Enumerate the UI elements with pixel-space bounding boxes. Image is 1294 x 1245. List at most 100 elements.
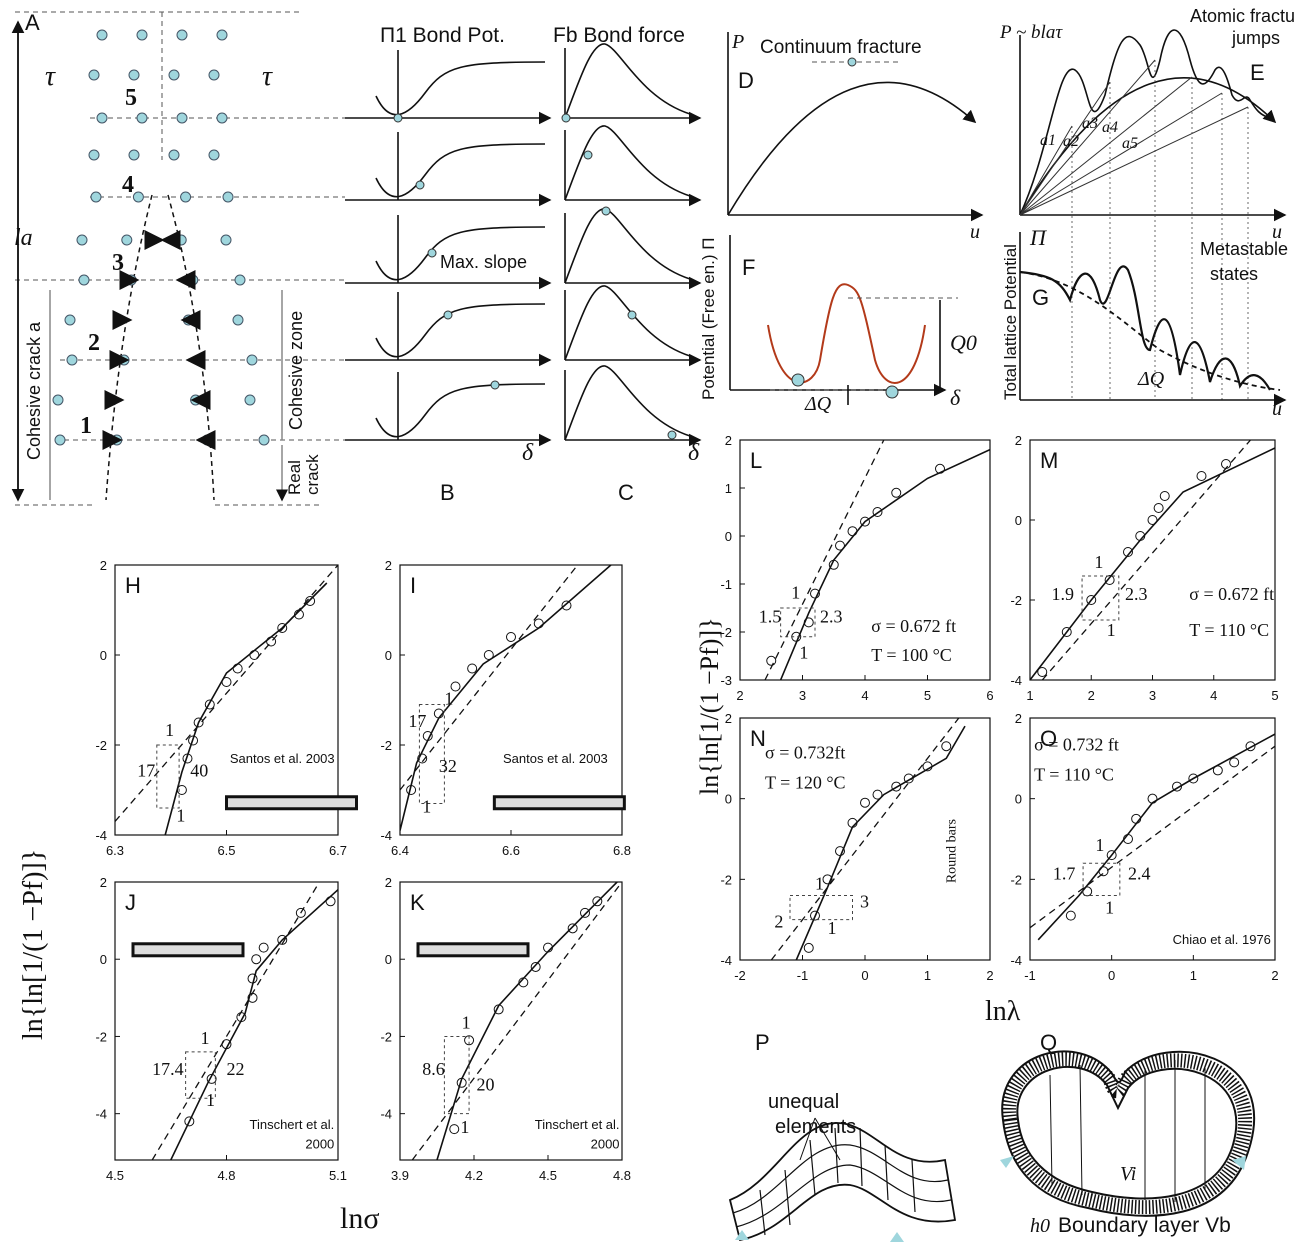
data-point — [206, 1073, 217, 1084]
x-tick-label: 3 — [1149, 688, 1156, 703]
atom — [667, 430, 677, 440]
atom — [232, 314, 244, 326]
data-point — [1172, 781, 1182, 792]
axes — [345, 215, 550, 283]
y-tick-label: -2 — [380, 738, 392, 753]
force-curve — [564, 43, 691, 119]
panel-label: C — [618, 480, 634, 505]
data-point — [891, 487, 902, 498]
x-tick-label: 1 — [1190, 968, 1197, 983]
a-label: a4 — [1102, 119, 1118, 136]
atom — [54, 434, 66, 446]
panel-title: Π1 Bond Pot. — [380, 24, 505, 47]
y-tick-label: 2 — [100, 875, 107, 890]
panel-label: P — [755, 1030, 770, 1055]
data-point — [1135, 531, 1146, 541]
slope-box — [156, 744, 180, 809]
annotation: 2.3 — [1125, 584, 1148, 604]
y-tick-label: 0 — [1015, 513, 1022, 528]
atom — [561, 113, 571, 123]
data-point — [506, 632, 516, 642]
note: states — [1210, 264, 1258, 284]
atom — [234, 274, 246, 286]
panel-label: Q — [1040, 1030, 1057, 1055]
axis-label: Potential (Free en.) Π — [699, 237, 718, 400]
data-point — [935, 463, 945, 474]
annotation: 40 — [190, 761, 208, 781]
x-tick-label: 5 — [1271, 688, 1278, 703]
axes — [1019, 35, 1285, 215]
data-point — [1147, 515, 1158, 525]
x-tick-label: 6.4 — [391, 843, 409, 858]
plot-frame — [1029, 439, 1276, 681]
axes — [1019, 232, 1285, 400]
data-point — [903, 773, 914, 784]
annotation: 22 — [227, 1059, 245, 1079]
potential-curve — [375, 383, 546, 438]
atom — [168, 69, 180, 81]
y-tick-label: 2 — [1015, 433, 1022, 448]
slope-box — [1082, 862, 1121, 896]
data-point — [232, 663, 243, 674]
a-label: a2 — [1063, 133, 1079, 150]
atom — [885, 385, 899, 399]
data-point — [188, 735, 199, 746]
data-point — [266, 636, 277, 647]
axis-label: u — [970, 221, 980, 243]
data-point — [860, 797, 870, 808]
panel-label: F — [742, 255, 755, 280]
y-tick-label: 0 — [725, 792, 732, 807]
force-curve — [564, 208, 691, 284]
data-point — [1037, 667, 1048, 677]
annotation: 1 — [791, 582, 800, 602]
row-number: 2 — [88, 330, 100, 356]
atom — [136, 112, 148, 124]
axis-label: δ — [688, 440, 700, 466]
x-tick-label: 6.8 — [613, 843, 631, 858]
x-tick-label: 4.2 — [465, 1168, 483, 1183]
annotation: 1 — [444, 689, 453, 709]
note: Atomic fracture — [1190, 6, 1294, 26]
y-tick-label: 2 — [725, 711, 732, 726]
axes — [345, 132, 550, 200]
data-point — [277, 623, 288, 633]
row-number: 3 — [112, 250, 124, 276]
annotation: 17 — [137, 761, 155, 781]
y-tick-label: -3 — [720, 673, 732, 688]
envelope — [1019, 271, 1281, 391]
y-tick-label: 0 — [385, 952, 392, 967]
data-point — [592, 896, 603, 907]
y-tick-label: -4 — [95, 1107, 107, 1122]
data-point — [1123, 834, 1133, 844]
atom — [96, 29, 108, 41]
curve — [727, 81, 977, 216]
annotation: 2000 — [305, 1136, 334, 1151]
tau: τ — [45, 61, 56, 92]
axis-label: δ — [950, 385, 961, 410]
atom — [96, 112, 108, 124]
x-tick-label: 1 — [924, 968, 931, 983]
data-point — [872, 507, 883, 517]
atom — [208, 149, 220, 161]
y-tick-label: -2 — [720, 872, 732, 887]
real-crack: Real — [285, 460, 304, 495]
data-point — [766, 655, 777, 666]
data-point — [533, 618, 544, 629]
plot-frame — [399, 881, 623, 1161]
beam-sketch — [225, 795, 358, 811]
atom — [246, 354, 258, 366]
trend-line — [770, 718, 960, 960]
pi: Π — [1029, 225, 1047, 250]
panel-label: N — [750, 726, 766, 751]
panel-label: H — [125, 573, 141, 598]
data-point — [530, 961, 541, 972]
fit-line — [400, 565, 612, 831]
zone-arrows — [49, 290, 282, 500]
row-number: 4 — [122, 172, 134, 198]
data-point — [464, 1035, 475, 1046]
projection-lines — [1071, 60, 1249, 400]
annotation: 1 — [165, 720, 174, 740]
atom — [427, 248, 437, 258]
y-tick-label: 2 — [100, 558, 107, 573]
